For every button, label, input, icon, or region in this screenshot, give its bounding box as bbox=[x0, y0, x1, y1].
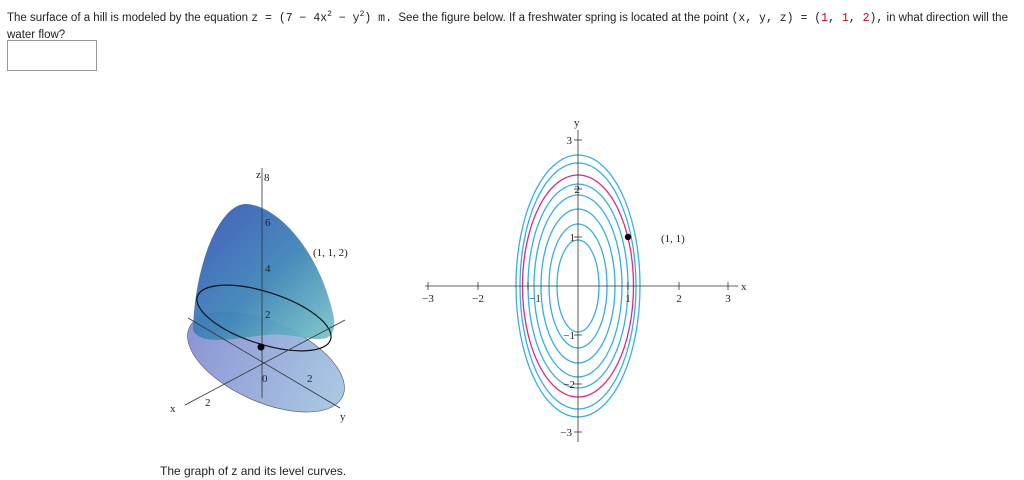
point-label: (1, 1) bbox=[661, 233, 685, 245]
x-label: x bbox=[170, 403, 176, 415]
x-tick-label: 1 bbox=[625, 293, 631, 305]
z-label: z bbox=[256, 169, 261, 181]
x-tick-label: −3 bbox=[422, 293, 434, 305]
question: The surface of a hill is modeled by the … bbox=[7, 6, 1012, 44]
level-curves: −3 −2 −1 1 2 3 3 2 1 −1 −2 −3 y x (1, 1) bbox=[422, 117, 747, 442]
pt-y: 1 bbox=[841, 11, 849, 25]
point-label: (1, 1, 2) bbox=[313, 247, 348, 259]
eq-part: − y bbox=[331, 11, 360, 25]
y-tick-label: −2 bbox=[563, 379, 575, 391]
y-tick-label: −1 bbox=[563, 330, 575, 342]
point: (x, y, z) = (1, 1, 2), bbox=[731, 12, 883, 25]
pt-part: (x, y, z) = ( bbox=[731, 11, 822, 25]
pt-x: 1 bbox=[821, 11, 829, 25]
x-axis bbox=[184, 319, 346, 406]
z-tick: 6 bbox=[265, 217, 271, 229]
x-tick-label: 3 bbox=[725, 293, 731, 305]
equation: z = (7 − 4x2 − y2) m. bbox=[251, 10, 392, 25]
dome bbox=[193, 204, 335, 340]
x-label: x bbox=[741, 281, 747, 293]
question-text: The surface of a hill is modeled by the … bbox=[7, 11, 249, 24]
x-tick-label: −2 bbox=[472, 293, 484, 305]
surface-3d: z 8 6 4 2 0 x 2 y 2 (1, 1, 2) bbox=[170, 168, 348, 423]
answer-input[interactable] bbox=[7, 40, 97, 71]
y-tick-label: 3 bbox=[567, 135, 573, 147]
y-tick-label: 2 bbox=[575, 184, 581, 196]
eq-part: z = (7 − 4x bbox=[251, 11, 328, 25]
y-label: y bbox=[340, 411, 346, 423]
question-text: in what direction will the water flow? bbox=[7, 11, 1008, 41]
z-tick: 8 bbox=[264, 172, 270, 184]
y-tick-label: −3 bbox=[560, 427, 572, 439]
x-tick-label: −1 bbox=[529, 293, 541, 305]
caption: The graph of z and its level curves. bbox=[160, 464, 347, 478]
x-tick-label: 2 bbox=[676, 293, 682, 305]
y-label: y bbox=[574, 117, 580, 129]
z-tick: 0 bbox=[262, 373, 268, 385]
y-axis bbox=[187, 317, 341, 409]
eq-sup: 2 bbox=[359, 10, 365, 19]
level-cut bbox=[196, 284, 332, 352]
eq-part: ) m. bbox=[364, 11, 392, 25]
point bbox=[624, 233, 632, 241]
y-tick-label: 1 bbox=[570, 232, 576, 244]
question-text: See the figure below. If a freshwater sp… bbox=[398, 11, 729, 24]
eq-sup: 2 bbox=[327, 10, 332, 19]
z-tick: 2 bbox=[265, 309, 271, 321]
y-tick: 2 bbox=[307, 373, 313, 385]
x-tick: 2 bbox=[205, 397, 211, 409]
pt-z: 2 bbox=[862, 11, 870, 25]
pt-part: , bbox=[828, 11, 842, 25]
pt-part: ), bbox=[869, 11, 884, 25]
z-tick: 4 bbox=[265, 263, 271, 275]
point bbox=[257, 343, 265, 351]
pt-part: , bbox=[848, 11, 863, 25]
